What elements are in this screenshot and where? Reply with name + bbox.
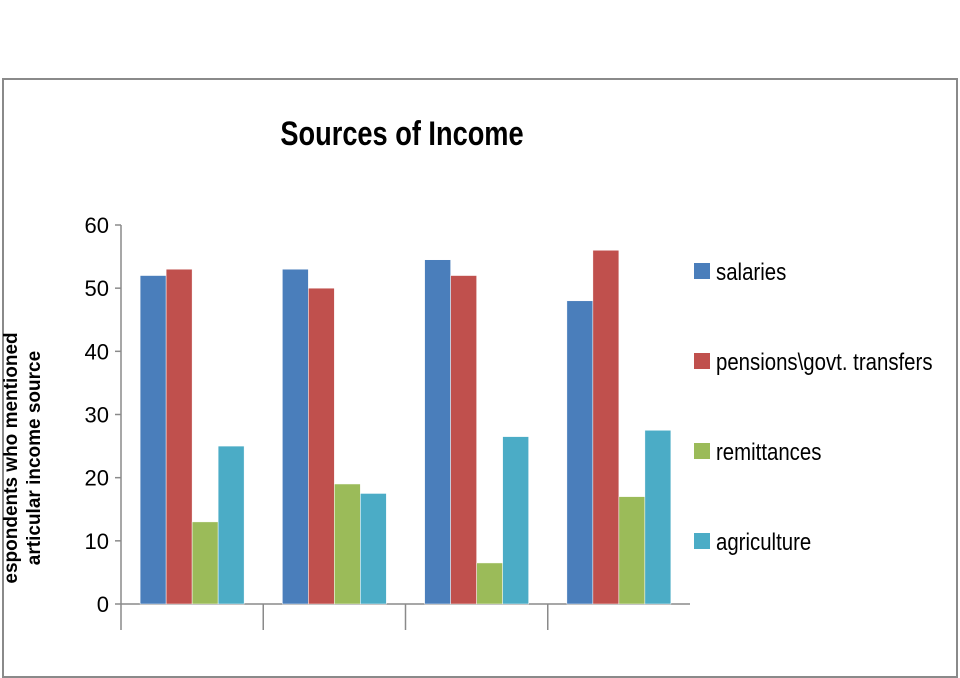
bar-remittances-3	[476, 562, 503, 605]
bar-pensions-govt--transfers-4	[592, 250, 620, 605]
y-tick-label: 30	[85, 403, 109, 428]
bar-salaries-2	[282, 268, 309, 605]
y-tick-label: 60	[85, 213, 109, 238]
legend: salaries pensions\govt. transfers remittan…	[694, 258, 933, 555]
bar-agriculture-4	[644, 430, 672, 605]
legend-label: agriculture	[716, 528, 811, 555]
legend-swatch	[694, 443, 710, 459]
bar-agriculture-2	[360, 493, 387, 605]
legend-label: remittances	[716, 438, 821, 465]
bar-salaries-3	[424, 259, 451, 605]
bar-pensions-govt--transfers-1	[165, 268, 193, 605]
y-tick-label: 20	[85, 466, 109, 491]
bar-pensions-govt--transfers-2	[308, 287, 335, 605]
legend-label: salaries	[716, 258, 786, 285]
legend-label: pensions\govt. transfers	[716, 348, 933, 375]
bar-salaries-4	[566, 300, 594, 605]
bar-remittances-4	[618, 496, 646, 605]
y-tick-label: 40	[85, 339, 109, 364]
y-tick-label: 0	[97, 592, 109, 617]
y-axis-ticks: 0 10 20 30 40 50 60	[85, 213, 121, 617]
bars	[139, 250, 672, 630]
bar-pensions-govt--transfers-3	[450, 275, 477, 605]
chart: Sources of Income espondents who mention…	[1, 114, 933, 630]
bar-remittances-1	[191, 521, 219, 605]
legend-swatch	[694, 533, 710, 549]
bar-remittances-2	[334, 483, 361, 605]
legend-swatch	[694, 263, 710, 279]
legend-swatch	[694, 353, 710, 369]
chart-title: Sources of Income	[280, 114, 523, 153]
y-axis-label-line-1: espondents who mentioned	[1, 332, 22, 583]
y-tick-label: 10	[85, 529, 109, 554]
y-tick-label: 50	[85, 276, 109, 301]
bar-salaries-1	[139, 275, 167, 605]
bar-agriculture-3	[502, 436, 529, 605]
bar-agriculture-1	[217, 445, 245, 605]
y-axis-label-line-2: articular income source	[24, 351, 45, 565]
